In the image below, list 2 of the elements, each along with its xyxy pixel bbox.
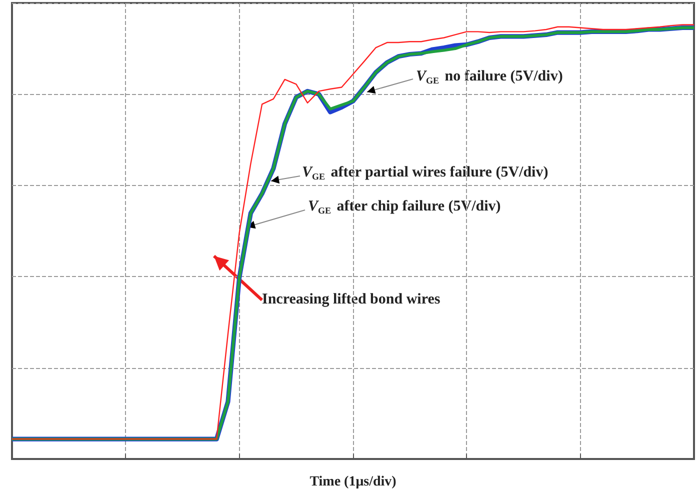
x-axis-title: Time (1μs/div) <box>310 474 397 490</box>
annotation: Increasing lifted bond wires <box>262 292 440 308</box>
